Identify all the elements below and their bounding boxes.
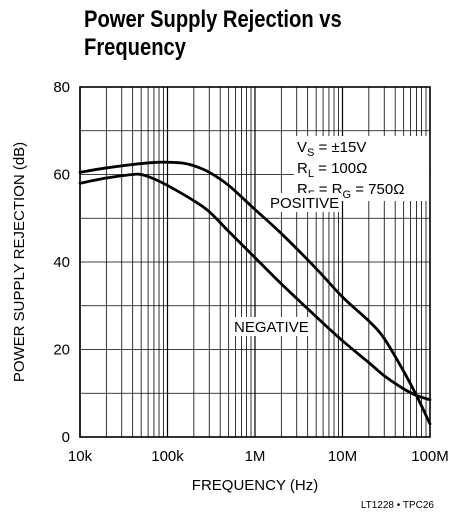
condition-vs-sub: S <box>307 147 314 159</box>
y-axis-label: POWER SUPPLY REJECTION (dB) <box>11 142 28 382</box>
x-tick-label: 100k <box>151 448 184 465</box>
y-tick-label: 40 <box>53 254 70 271</box>
y-tick-label: 0 <box>62 429 70 446</box>
series-line-positive <box>78 160 432 426</box>
x-tick-label: 10k <box>68 448 93 465</box>
y-tick-label: 20 <box>53 342 70 359</box>
plot-frame <box>79 86 431 438</box>
y-tick-label: 60 <box>53 167 70 184</box>
series-line-negative <box>78 172 432 402</box>
condition-vs: VS = ±15V <box>297 139 366 159</box>
tick-labels: 10k 100k 1M 10M 100M 0 20 40 60 80 <box>53 79 448 465</box>
condition-rf-sub2: G <box>343 189 352 201</box>
conditions-background <box>294 136 429 201</box>
condition-vs-main: V <box>297 139 307 156</box>
condition-rl: RL = 100Ω <box>297 160 367 180</box>
series-label-positive: POSITIVE <box>270 195 339 212</box>
figure-reference-code: LT1228 • TPC26 <box>360 500 434 511</box>
condition-rf-rest2: = 750Ω <box>351 181 404 198</box>
condition-rl-rest: = 100Ω <box>314 160 367 177</box>
series-label-negative: NEGATIVE <box>234 319 309 336</box>
y-tick-label: 80 <box>53 79 70 96</box>
x-axis-label: FREQUENCY (Hz) <box>192 477 318 494</box>
negative-label-background <box>231 317 312 336</box>
condition-vs-rest: = ±15V <box>314 139 366 156</box>
x-tick-label: 10M <box>328 448 357 465</box>
x-tick-label: 1M <box>245 448 266 465</box>
grid-lines <box>79 87 430 437</box>
condition-rf-main: R <box>297 181 308 198</box>
chart-title: Power Supply Rejection vs Frequency <box>84 6 342 61</box>
condition-rl-sub: L <box>308 168 314 180</box>
x-tick-label: 100M <box>411 448 449 465</box>
positive-label-background <box>267 193 341 212</box>
series-layer <box>78 160 432 426</box>
condition-rl-main: R <box>297 160 308 177</box>
